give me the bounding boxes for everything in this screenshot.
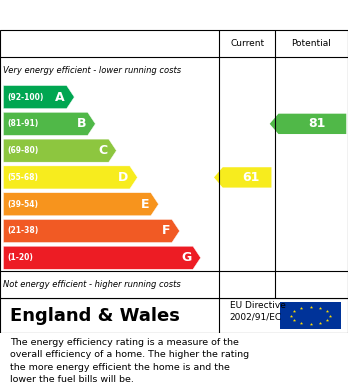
Text: (39-54): (39-54) xyxy=(8,200,39,209)
Text: (55-68): (55-68) xyxy=(8,173,39,182)
Polygon shape xyxy=(3,193,159,216)
Text: England & Wales: England & Wales xyxy=(10,307,180,325)
Text: E: E xyxy=(141,198,149,211)
Text: Energy Efficiency Rating: Energy Efficiency Rating xyxy=(10,7,220,23)
Polygon shape xyxy=(3,246,200,269)
Text: EU Directive
2002/91/EC: EU Directive 2002/91/EC xyxy=(230,301,286,322)
Text: Potential: Potential xyxy=(292,39,331,48)
Text: The energy efficiency rating is a measure of the
overall efficiency of a home. T: The energy efficiency rating is a measur… xyxy=(10,338,250,384)
Text: (69-80): (69-80) xyxy=(8,146,39,155)
Text: Current: Current xyxy=(230,39,264,48)
Text: Not energy efficient - higher running costs: Not energy efficient - higher running co… xyxy=(3,280,181,289)
Polygon shape xyxy=(3,86,74,109)
Polygon shape xyxy=(3,139,116,162)
Text: (21-38): (21-38) xyxy=(8,226,39,235)
Polygon shape xyxy=(214,167,271,188)
Text: A: A xyxy=(55,91,65,104)
Text: D: D xyxy=(118,171,128,184)
Polygon shape xyxy=(3,166,137,189)
Text: F: F xyxy=(162,224,170,237)
Polygon shape xyxy=(3,112,95,135)
Bar xyxy=(280,302,341,329)
Text: C: C xyxy=(98,144,107,157)
Text: (92-100): (92-100) xyxy=(8,93,44,102)
Text: 81: 81 xyxy=(308,117,325,130)
Text: G: G xyxy=(181,251,191,264)
Polygon shape xyxy=(3,219,180,242)
Polygon shape xyxy=(270,114,346,134)
Text: B: B xyxy=(77,117,86,130)
Text: (1-20): (1-20) xyxy=(8,253,33,262)
Text: (81-91): (81-91) xyxy=(8,119,39,128)
Text: 61: 61 xyxy=(243,171,260,184)
Text: Very energy efficient - lower running costs: Very energy efficient - lower running co… xyxy=(3,66,182,75)
